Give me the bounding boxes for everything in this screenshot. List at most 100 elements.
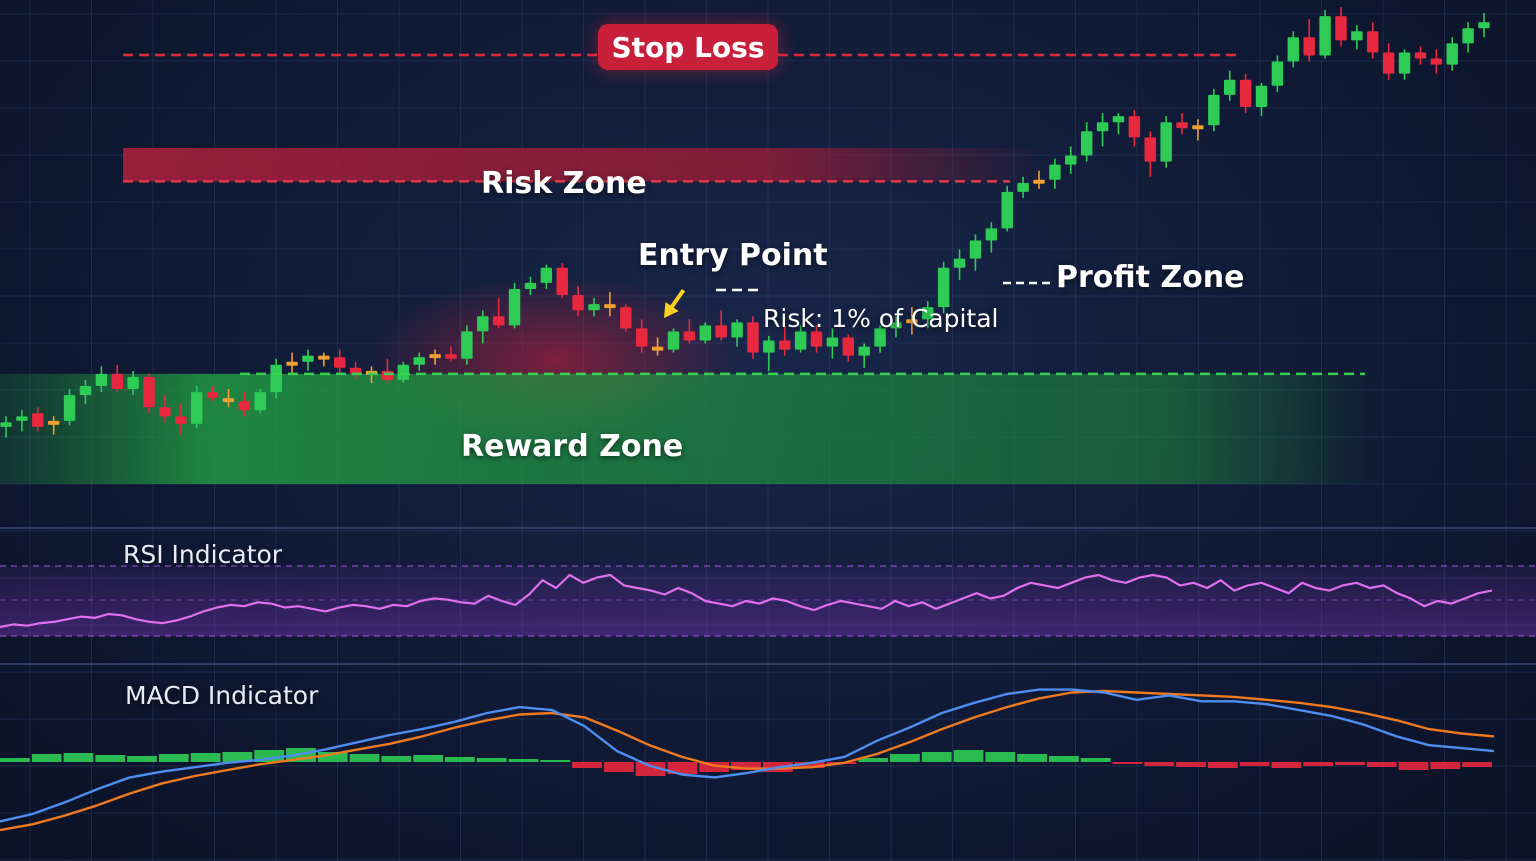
candle-body	[238, 401, 251, 411]
macd-histogram-bar	[603, 762, 634, 772]
candle-body	[1398, 52, 1411, 74]
candle-body	[32, 413, 44, 427]
candle-body	[302, 355, 314, 362]
candle	[810, 325, 823, 353]
candle-body	[1112, 116, 1125, 123]
candle-body	[1128, 116, 1141, 138]
annotation-layer	[664, 281, 1050, 318]
candle	[969, 234, 982, 271]
candle	[47, 416, 60, 435]
macd-histogram-bar	[445, 757, 475, 762]
candle	[779, 325, 791, 356]
candle	[556, 263, 568, 299]
macd-histogram-bar	[1112, 762, 1143, 764]
profit-zone-label: Profit Zone	[1056, 260, 1245, 295]
candle	[206, 386, 219, 402]
candle	[1398, 49, 1411, 80]
candle-body	[890, 322, 902, 329]
macd-histogram-bar	[1144, 762, 1175, 766]
candle	[731, 319, 743, 347]
candle-body	[111, 373, 123, 390]
macd-histogram-bar	[317, 752, 348, 762]
candle-body	[699, 325, 711, 341]
rsi-panel	[0, 565, 1536, 637]
candle-body	[461, 331, 473, 359]
macd-histogram-bar	[1398, 762, 1429, 770]
candle-body	[16, 416, 28, 421]
macd-histogram-bar	[1207, 762, 1238, 768]
candle-body	[1176, 122, 1188, 129]
candle-body	[842, 337, 855, 356]
candle	[1096, 113, 1109, 147]
macd-histogram-bar	[1239, 762, 1270, 766]
candle	[32, 407, 44, 432]
candle-body	[159, 407, 171, 417]
candle	[508, 282, 521, 329]
candle-body	[874, 328, 886, 347]
candle	[1319, 10, 1331, 59]
candle-body	[334, 357, 346, 368]
candle-body	[381, 370, 394, 380]
candle-body	[667, 331, 680, 350]
rsi-title: RSI Indicator	[123, 540, 283, 569]
candle-body	[1382, 52, 1395, 74]
candle-body	[826, 337, 839, 347]
candle-body	[1367, 31, 1379, 53]
candle-body	[731, 322, 743, 338]
zones-layer	[0, 148, 1380, 484]
candle	[747, 316, 759, 359]
macd-histogram-bar	[1017, 754, 1047, 762]
candle-body	[985, 228, 998, 241]
candle	[1351, 25, 1363, 50]
macd-signal-line	[0, 689, 1495, 832]
candle	[683, 319, 696, 344]
candlestick-series	[0, 6, 1490, 438]
candle	[95, 366, 108, 393]
macd-histogram-bar	[0, 758, 30, 762]
candle	[1239, 73, 1252, 114]
macd-histogram-bar	[31, 754, 62, 762]
candle-body	[1160, 122, 1172, 162]
candle-body	[715, 325, 727, 338]
candle	[1001, 185, 1013, 232]
macd-histogram-bar	[1462, 762, 1492, 767]
candle	[254, 389, 267, 414]
macd-histogram-bar	[476, 758, 507, 762]
candle	[1080, 122, 1093, 162]
candle	[190, 386, 203, 429]
candle-body	[1239, 79, 1252, 108]
candle	[858, 343, 870, 368]
candle	[604, 292, 616, 317]
candle-body	[1271, 61, 1284, 86]
reward-zone-band	[0, 373, 1380, 484]
candle-body	[79, 386, 92, 396]
macd-histogram-bar	[508, 759, 539, 762]
candle-body	[794, 331, 807, 350]
candle	[667, 328, 680, 353]
macd-histogram-bar	[635, 762, 666, 776]
candle	[1065, 146, 1077, 174]
candle-body	[810, 331, 823, 347]
candle	[715, 310, 727, 341]
candle	[0, 416, 12, 438]
macd-histogram-bar	[190, 753, 221, 762]
candle-body	[1033, 179, 1045, 184]
candle-body	[175, 416, 187, 424]
candle	[127, 370, 139, 396]
candle-body	[540, 267, 553, 283]
candle	[540, 264, 553, 289]
candle	[349, 361, 362, 380]
candle-body	[397, 364, 410, 380]
entry-point-label: Entry Point	[638, 238, 828, 273]
macd-histogram-bar	[1048, 756, 1079, 762]
macd-histogram-bar	[413, 755, 444, 762]
candle	[1462, 22, 1474, 53]
candle	[1430, 49, 1443, 74]
reward-zone-label: Reward Zone	[461, 429, 684, 464]
candle	[79, 379, 92, 405]
macd-histogram-bar	[349, 754, 380, 762]
candle-body	[620, 307, 632, 329]
macd-histogram-bar	[731, 762, 761, 770]
